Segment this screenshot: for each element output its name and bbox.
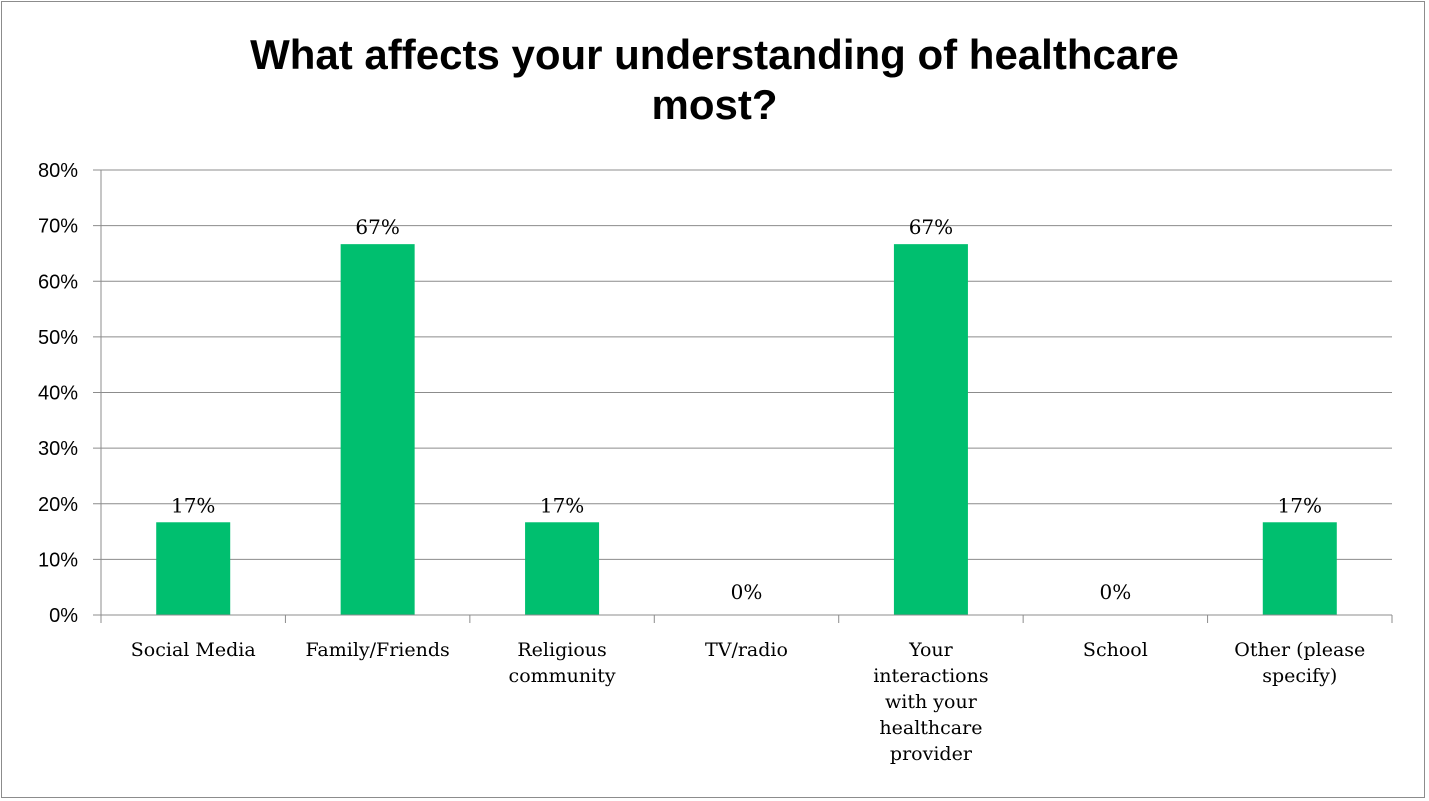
y-tick-label: 20% — [38, 494, 78, 516]
x-category-label: Other (please — [1234, 639, 1365, 661]
data-label: 17% — [1278, 493, 1322, 517]
bar — [340, 244, 415, 615]
y-tick-label: 0% — [49, 605, 78, 627]
y-tick-label: 70% — [38, 216, 78, 238]
bar — [156, 522, 231, 615]
bar — [893, 244, 968, 615]
x-category-label: specify) — [1262, 665, 1337, 687]
chart-title-line-1: What affects your understanding of healt… — [250, 31, 1179, 78]
y-tick-label: 50% — [38, 327, 78, 349]
y-tick-label: 30% — [38, 438, 78, 460]
gridlines — [93, 169, 1392, 616]
data-label: 0% — [731, 580, 763, 604]
y-tick-label: 60% — [38, 271, 78, 293]
data-label: 17% — [171, 493, 215, 517]
x-category-label: interactions — [873, 665, 988, 687]
data-label: 0% — [1099, 580, 1131, 604]
x-category-label: TV/radio — [705, 639, 788, 661]
y-axis-ticks: 0% 10% 20% 30% 40% 50% 60% 70% 80% — [38, 160, 78, 627]
x-category-label: Your — [908, 639, 954, 661]
data-label: 67% — [355, 215, 399, 239]
y-tick-label: 80% — [38, 160, 78, 182]
data-labels: 17% 67% 17% 0% 67% 0% 17% — [171, 215, 1322, 604]
chart-title: What affects your understanding of healt… — [0, 30, 1429, 130]
data-label: 67% — [909, 215, 953, 239]
x-category-label: Family/Friends — [306, 639, 450, 661]
axes — [100, 170, 1393, 623]
y-tick-label: 10% — [38, 549, 78, 571]
data-label: 17% — [540, 493, 584, 517]
chart-title-line-2: most? — [651, 81, 778, 128]
x-category-label: School — [1083, 639, 1148, 661]
x-category-label: Social Media — [131, 639, 256, 661]
x-category-label: with your — [885, 691, 978, 713]
bars — [156, 244, 1337, 615]
x-category-label: Religious — [517, 639, 606, 661]
bar — [1262, 522, 1337, 615]
y-tick-label: 40% — [38, 383, 78, 405]
x-category-label: provider — [890, 743, 973, 765]
x-category-label: community — [509, 665, 616, 687]
bar — [525, 522, 600, 615]
x-category-label: healthcare — [879, 717, 982, 739]
x-axis-labels: Social Media Family/Friends Religious commu… — [131, 639, 1366, 765]
